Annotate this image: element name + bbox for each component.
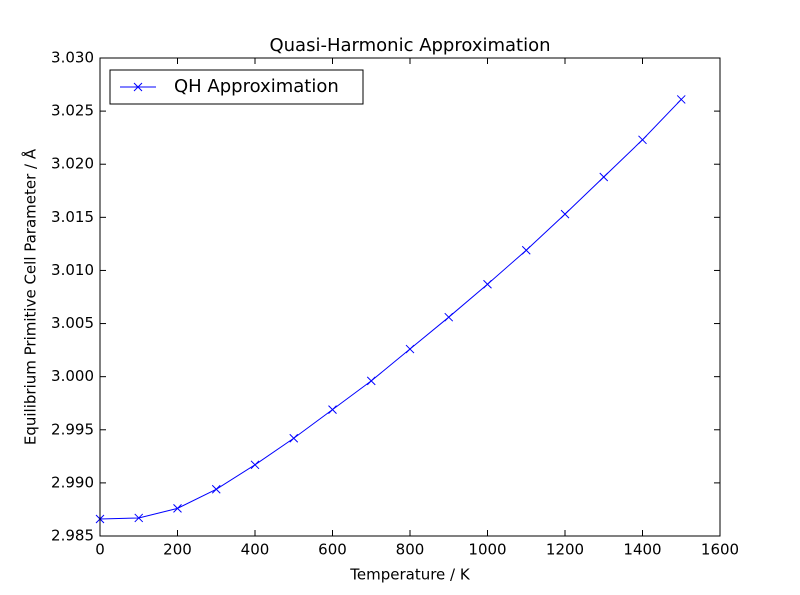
- data-point: [521, 245, 531, 255]
- data-point: [173, 504, 182, 513]
- x-tick-label: 0: [95, 541, 105, 559]
- y-tick-label: 2.985: [51, 527, 94, 545]
- data-point: [483, 279, 492, 289]
- x-axis-label: Temperature / K: [349, 566, 471, 584]
- y-tick-label: 3.000: [51, 367, 94, 385]
- y-tick-label: 3.010: [51, 261, 94, 279]
- x-tick-label: 1000: [468, 541, 506, 559]
- data-point: [211, 484, 221, 494]
- data-point: [289, 433, 299, 443]
- x-tick-label: 1600: [701, 541, 739, 559]
- y-tick-label: 3.030: [51, 49, 94, 67]
- data-point: [405, 344, 415, 354]
- y-tick-label: 3.015: [51, 208, 94, 226]
- y-tick-label: 2.995: [51, 420, 94, 438]
- x-tick-label: 1200: [546, 541, 584, 559]
- plot-frame: [99, 57, 721, 537]
- legend-label: QH Approximation: [174, 76, 339, 97]
- x-tick-label: 1400: [623, 541, 661, 559]
- y-tick-label: 2.990: [51, 473, 94, 491]
- data-point: [560, 209, 570, 219]
- data-point: [638, 135, 647, 145]
- x-tick-label: 200: [163, 541, 192, 559]
- data-point: [250, 460, 260, 470]
- data-point: [134, 513, 144, 523]
- x-tick-label: 600: [318, 541, 347, 559]
- data-point: [366, 376, 376, 386]
- x-tick-label: 400: [241, 541, 270, 559]
- data-point: [676, 95, 686, 104]
- data-point: [328, 405, 337, 414]
- y-tick-label: 3.025: [51, 102, 94, 120]
- data-line: [99, 99, 682, 520]
- chart-title: Quasi-Harmonic Approximation: [269, 35, 550, 56]
- y-tick-label: 3.020: [51, 155, 94, 173]
- y-axis-label: Equilibrium Primitive Cell Parameter / Å: [21, 148, 40, 445]
- data-point: [599, 172, 609, 182]
- x-tick-label: 800: [396, 541, 425, 559]
- y-tick-label: 3.005: [51, 314, 94, 332]
- data-point: [444, 312, 454, 322]
- legend-marker: [133, 82, 143, 92]
